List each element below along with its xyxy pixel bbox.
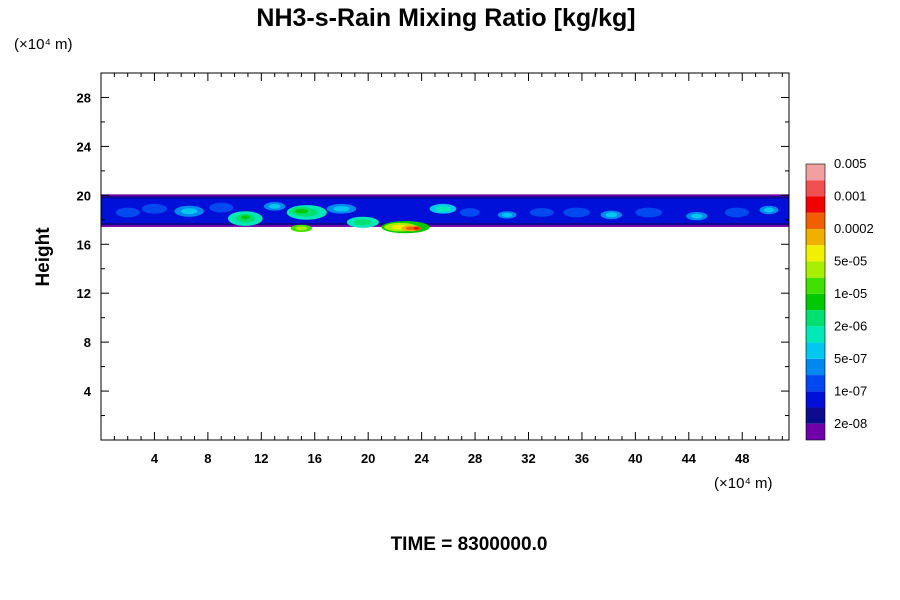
x-tick-label: 20 xyxy=(361,451,375,466)
y-unit-label: (×10⁴ m) xyxy=(14,36,73,53)
plot-frame xyxy=(100,72,790,441)
data-blob-core xyxy=(413,227,419,230)
y-tick-label: 20 xyxy=(77,188,91,203)
colorbar-swatch xyxy=(806,391,825,408)
x-tick-label: 28 xyxy=(468,451,482,466)
colorbar-label: 1e-05 xyxy=(834,286,867,301)
data-blob-core xyxy=(268,203,281,209)
data-blob-core xyxy=(605,212,618,218)
y-tick-label: 28 xyxy=(77,90,91,105)
colorbar-swatch xyxy=(806,228,825,246)
colorbar-label: 2e-06 xyxy=(834,318,867,333)
x-tick-label: 4 xyxy=(151,451,159,466)
data-blob-core xyxy=(690,213,703,219)
data-blob-core xyxy=(763,207,775,213)
data-blob xyxy=(209,202,234,213)
colorbar-swatch xyxy=(806,358,825,376)
x-tick-label: 40 xyxy=(628,451,642,466)
x-tick-label: 36 xyxy=(575,451,589,466)
data-blob-core xyxy=(354,219,372,226)
y-axis-label: Height xyxy=(33,227,54,287)
colorbar-swatch xyxy=(806,310,825,327)
x-tick-label: 48 xyxy=(735,451,749,466)
colorbar-frame xyxy=(805,163,826,441)
data-blob-core xyxy=(435,206,451,212)
colorbar-swatch xyxy=(806,212,825,229)
y-tick-label: 12 xyxy=(77,286,91,301)
colorbar-swatch xyxy=(806,407,825,424)
chart-title: NH3-s-Rain Mixing Ratio [kg/kg] xyxy=(256,4,635,32)
colorbar-swatch xyxy=(806,277,825,294)
y-tick-label: 4 xyxy=(84,384,92,399)
y-axis: 4 8 12 16 20 24 28 xyxy=(77,90,789,417)
x-tick-label: 16 xyxy=(308,451,322,466)
x-tick-label: 24 xyxy=(414,451,429,466)
data-blob-core xyxy=(333,206,350,212)
data-blob-core xyxy=(294,208,309,214)
colorbar-label: 5e-07 xyxy=(834,351,867,366)
colorbar-swatch xyxy=(806,342,825,359)
colorbar-label: 5e-05 xyxy=(834,253,867,268)
y-tick-label: 16 xyxy=(77,237,91,252)
data-blob xyxy=(141,203,168,214)
colorbar-label: 0.005 xyxy=(834,156,867,171)
data-blob xyxy=(724,207,749,218)
data-blob xyxy=(635,207,663,218)
y-tick-label: 8 xyxy=(84,335,91,350)
colorbar-swatch xyxy=(806,261,825,278)
colorbar-swatch xyxy=(806,245,825,262)
x-tick-label: 12 xyxy=(254,451,268,466)
plot-area xyxy=(100,72,790,441)
data-blob xyxy=(459,208,480,217)
data-blob xyxy=(529,208,554,217)
data-blob xyxy=(115,207,140,218)
data-blob-core xyxy=(181,208,198,215)
y-tick-label: 24 xyxy=(77,139,92,154)
colorbar-swatch xyxy=(806,180,825,197)
x-tick-label: 8 xyxy=(204,451,211,466)
colorbar-swatch xyxy=(806,423,825,440)
x-unit-label: (×10⁴ m) xyxy=(714,475,773,492)
colorbar-swatch xyxy=(806,326,825,343)
data-blob-core xyxy=(501,212,513,217)
colorbar-swatch xyxy=(806,293,825,311)
colorbar-swatch xyxy=(806,196,825,213)
colorbar-swatch xyxy=(806,375,825,392)
data-blob-core xyxy=(240,215,250,220)
colorbar-label: 2e-08 xyxy=(834,416,867,431)
colorbar-swatch xyxy=(806,164,825,181)
x-tick-label: 44 xyxy=(682,451,697,466)
time-label: TIME = 8300000.0 xyxy=(391,534,548,555)
x-tick-label: 32 xyxy=(521,451,535,466)
data-blob-core xyxy=(295,226,308,231)
colorbar-label: 1e-07 xyxy=(834,383,867,398)
colorbar: 2e-08 1e-07 5e-07 2e-06 1e-05 5e-05 0.0002 0.00… xyxy=(805,156,874,441)
colorbar-label: 0.0002 xyxy=(834,221,874,236)
x-axis: 4 8 12 16 20 24 28 32 36 40 44 48 xyxy=(113,73,783,466)
plot-background xyxy=(101,73,789,440)
data-blob xyxy=(563,207,590,218)
colorbar-label: 0.001 xyxy=(834,188,867,203)
